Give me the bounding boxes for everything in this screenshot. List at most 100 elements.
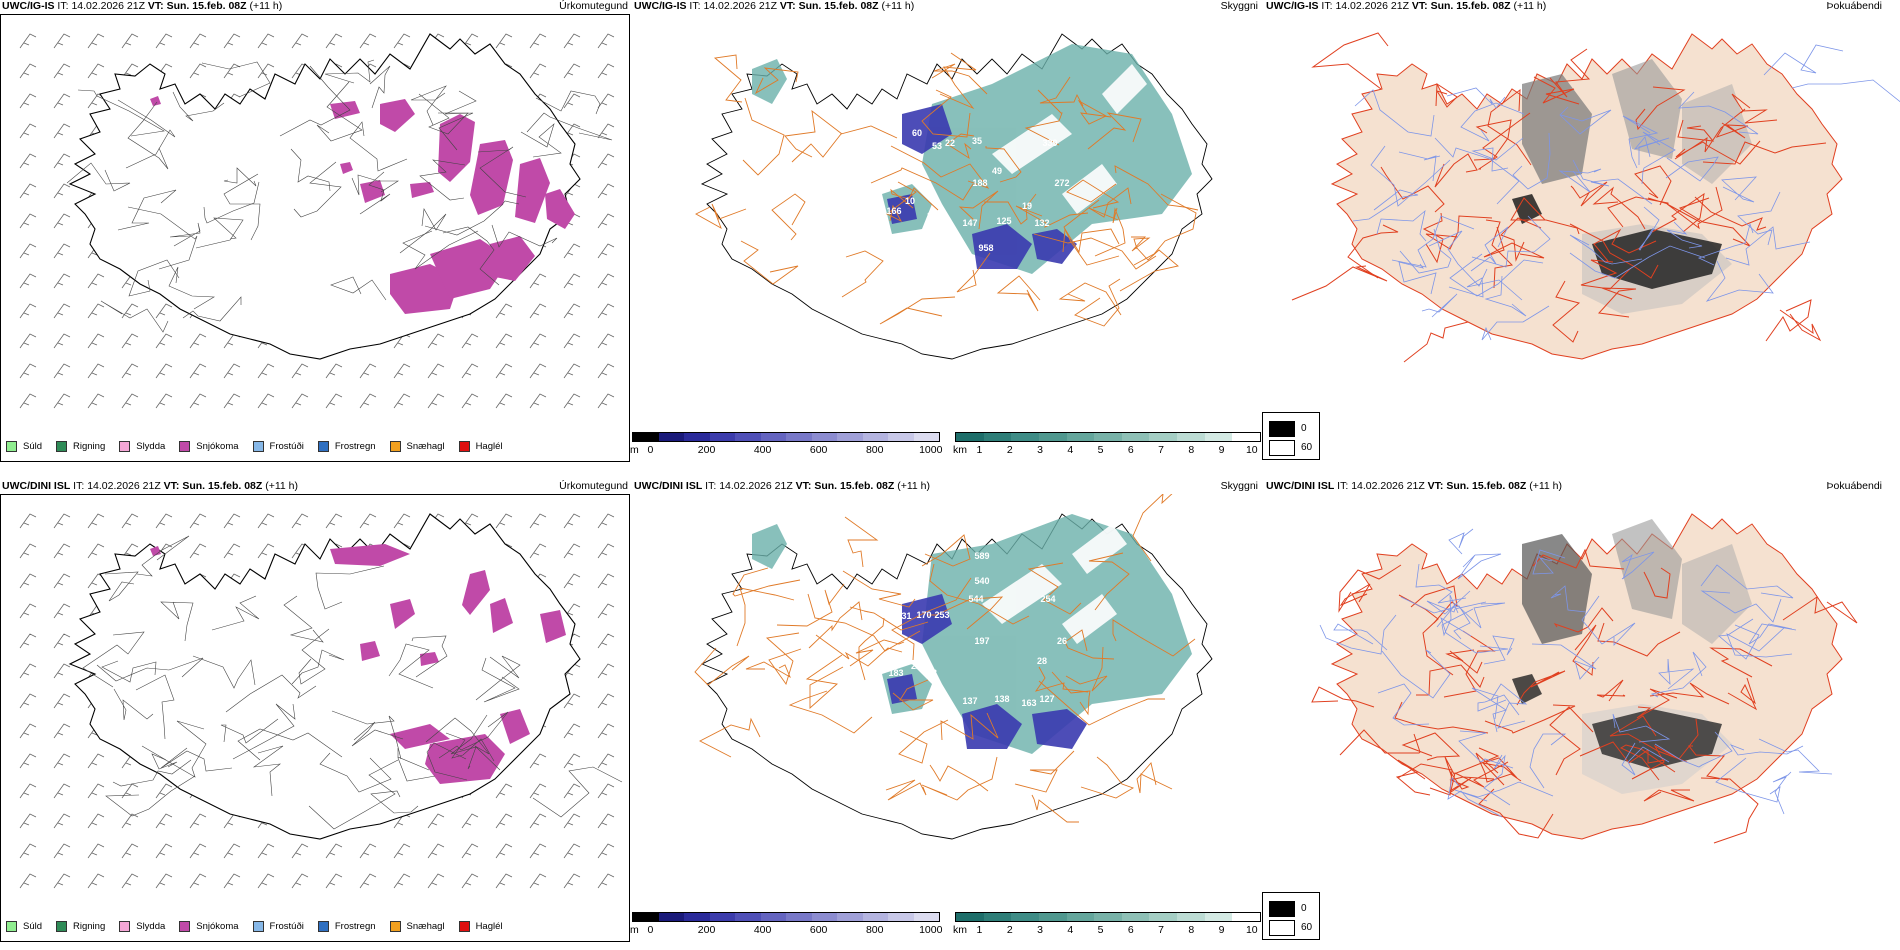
wind-barb <box>257 543 275 559</box>
road-line <box>1484 704 1576 734</box>
road-line <box>713 54 743 103</box>
lead-time: (+11 h) <box>897 480 931 492</box>
road-line <box>1531 643 1600 680</box>
colorbar-tick: 9 <box>1218 444 1225 456</box>
visibility-map[interactable]: 589 540 254 544 131 170 253 197 26 183 22 23 28 137 13… <box>632 494 1262 914</box>
wind-barb <box>461 363 479 379</box>
wind-barb <box>359 843 377 859</box>
road-line <box>1612 713 1671 743</box>
wind-barb <box>53 753 71 769</box>
road-line <box>1291 265 1388 301</box>
fog-legend-min: 0 <box>1301 903 1307 914</box>
wind-barb <box>597 663 615 679</box>
colorbar-tick: 4 <box>1067 444 1074 456</box>
visibility-value-label: 49 <box>992 166 1002 176</box>
wind-barb <box>189 543 207 559</box>
wind-barb <box>529 303 547 319</box>
road-line <box>892 679 934 711</box>
road-line <box>1471 215 1551 268</box>
road-line <box>1354 89 1435 137</box>
fog-legend: 0 60 <box>1262 412 1320 460</box>
road-line <box>1033 233 1157 270</box>
legend-swatch <box>389 441 401 452</box>
wind-barb <box>529 273 547 289</box>
colorbar-tick: 5 <box>1097 924 1104 936</box>
colorbar-segment <box>837 433 863 441</box>
road-line <box>1038 680 1165 726</box>
vt-value: Sun. 15.feb. 08Z <box>182 480 263 492</box>
precip-type-panel: UWC/DINI ISL IT: 14.02.2026 21Z VT: Sun.… <box>0 480 632 950</box>
wind-barb <box>427 393 445 409</box>
road-line <box>195 217 244 249</box>
wind-barb <box>427 873 445 889</box>
road-line <box>946 133 975 160</box>
road-line <box>1447 777 1503 818</box>
wind-barb <box>393 363 411 379</box>
fog-map[interactable] <box>1262 494 1900 914</box>
road-line <box>1572 159 1653 205</box>
colorbar-tick: 10 <box>1245 444 1258 456</box>
road-line <box>1399 228 1452 274</box>
wind-barb <box>427 363 445 379</box>
road-line <box>1457 553 1502 580</box>
wind-barb <box>597 273 615 289</box>
road-line <box>1570 181 1608 207</box>
legend-item: Súld <box>6 921 42 932</box>
wind-barb <box>461 843 479 859</box>
visibility-value-label: 197 <box>974 636 989 646</box>
fog-legend-white-swatch <box>1269 920 1295 936</box>
elevation-colorbar: 0 200 400 600 800 1000 m <box>630 432 942 460</box>
road-line <box>1441 594 1474 637</box>
legend-label: Súld <box>23 441 43 452</box>
road-line <box>1133 193 1197 266</box>
precip-map[interactable] <box>0 14 630 434</box>
vt-label: VT: <box>779 0 796 12</box>
road-line <box>359 171 391 215</box>
wind-barb <box>53 273 71 289</box>
lead-time: (+11 h) <box>1529 480 1563 492</box>
legend-label: Haglél <box>475 921 503 932</box>
wind-barb <box>19 63 37 79</box>
wind-barb <box>257 513 275 529</box>
wind-barb <box>53 693 71 709</box>
colorbar-tick: 400 <box>753 444 772 456</box>
road-line <box>1580 259 1632 290</box>
wind-barb <box>189 333 207 349</box>
road-line <box>1470 226 1509 272</box>
road-line <box>1697 222 1754 266</box>
road-line <box>891 577 972 661</box>
legend-item: Rigning <box>56 441 105 452</box>
visibility-value-label: 22 <box>945 138 955 148</box>
road-line <box>1621 551 1655 580</box>
legend-item: Súld <box>6 441 42 452</box>
road-line <box>1066 179 1120 209</box>
road-line <box>849 606 929 631</box>
colorbar-segment <box>1204 913 1233 921</box>
wind-barb <box>87 513 105 529</box>
colorbar-tick: 600 <box>809 444 828 456</box>
wind-barb <box>529 843 547 859</box>
road-line <box>1581 595 1636 646</box>
legend-item: Snjókoma <box>179 921 239 932</box>
road-line <box>1027 562 1082 615</box>
precip-map[interactable] <box>0 494 630 914</box>
road-line <box>1014 750 1075 793</box>
road-line <box>1569 223 1659 279</box>
fog-legend-black-swatch <box>1269 901 1295 917</box>
colorbar-segment <box>786 913 812 921</box>
wind-barb <box>359 393 377 409</box>
wind-barb <box>19 273 37 289</box>
road-line <box>112 759 192 787</box>
fog-map[interactable] <box>1262 14 1900 434</box>
wind-barb <box>597 333 615 349</box>
lead-time: (+11 h) <box>1513 0 1547 12</box>
road-line <box>1487 88 1532 166</box>
wind-barb <box>19 873 37 889</box>
wind-barb <box>359 33 377 49</box>
road-line <box>298 628 330 685</box>
roads <box>694 494 1196 823</box>
model-name: UWC/DINI ISL <box>634 480 703 492</box>
wind-barb <box>87 63 105 79</box>
colorbar-segment <box>956 433 984 441</box>
